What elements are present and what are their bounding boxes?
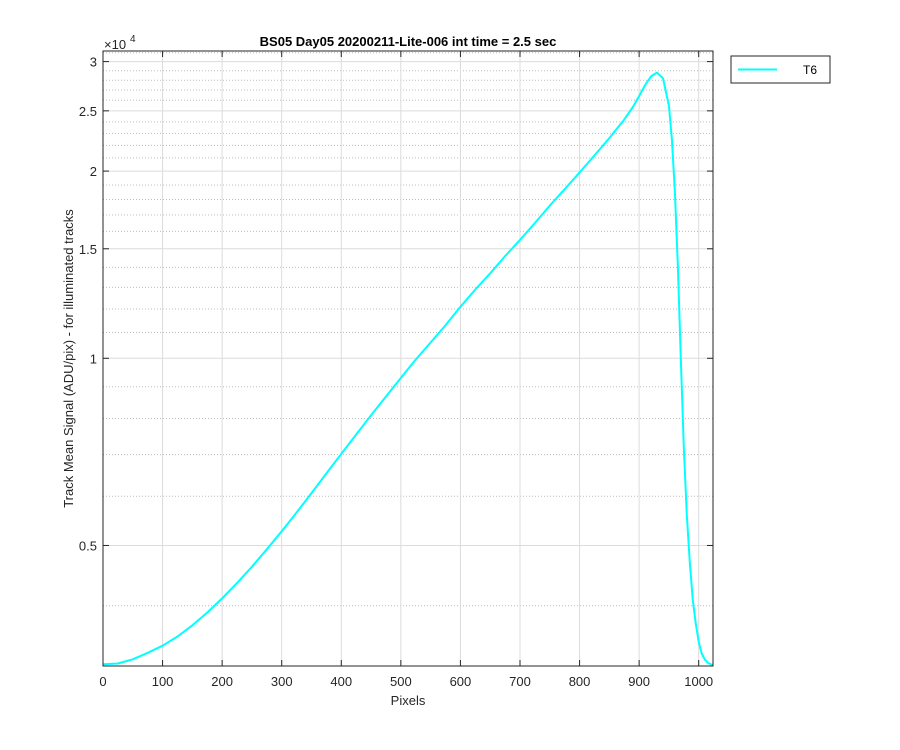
y-axis-exponent-base: ×10 <box>104 37 126 52</box>
y-tick-label: 1.5 <box>79 242 97 257</box>
x-tick-label: 500 <box>390 674 412 689</box>
x-tick-label: 900 <box>628 674 650 689</box>
y-axis-label: Track Mean Signal (ADU/pix) - for illumi… <box>61 209 76 508</box>
x-axis-ticks: 0 100 200 300 400 500 600 700 800 900 1000 <box>99 51 713 689</box>
x-tick-label: 200 <box>211 674 233 689</box>
x-tick-label: 800 <box>569 674 591 689</box>
legend: T6 <box>730 55 831 84</box>
y-tick-label: 2 <box>90 164 97 179</box>
y-tick-label: 3 <box>90 55 97 70</box>
legend-label-t6: T6 <box>803 63 817 77</box>
x-tick-label: 300 <box>271 674 293 689</box>
x-axis-label: Pixels <box>391 693 426 708</box>
x-tick-label: 0 <box>99 674 106 689</box>
x-tick-label: 600 <box>450 674 472 689</box>
y-axis-exponent-power: 4 <box>130 34 136 45</box>
series-line-t6 <box>102 71 714 666</box>
x-tick-label: 400 <box>330 674 352 689</box>
y-tick-label: 1 <box>90 351 97 366</box>
y-tick-label: 0.5 <box>79 538 97 553</box>
major-grid <box>102 51 713 666</box>
y-axis-ticks: 0.5 1 1.5 2 2.5 3 <box>79 55 713 553</box>
data-lines <box>102 71 714 666</box>
x-tick-label: 700 <box>509 674 531 689</box>
x-tick-label: 1000 <box>684 674 713 689</box>
chart-title: BS05 Day05 20200211-Lite-006 int time = … <box>260 34 557 49</box>
y-tick-label: 2.5 <box>79 104 97 119</box>
x-tick-label: 100 <box>152 674 174 689</box>
